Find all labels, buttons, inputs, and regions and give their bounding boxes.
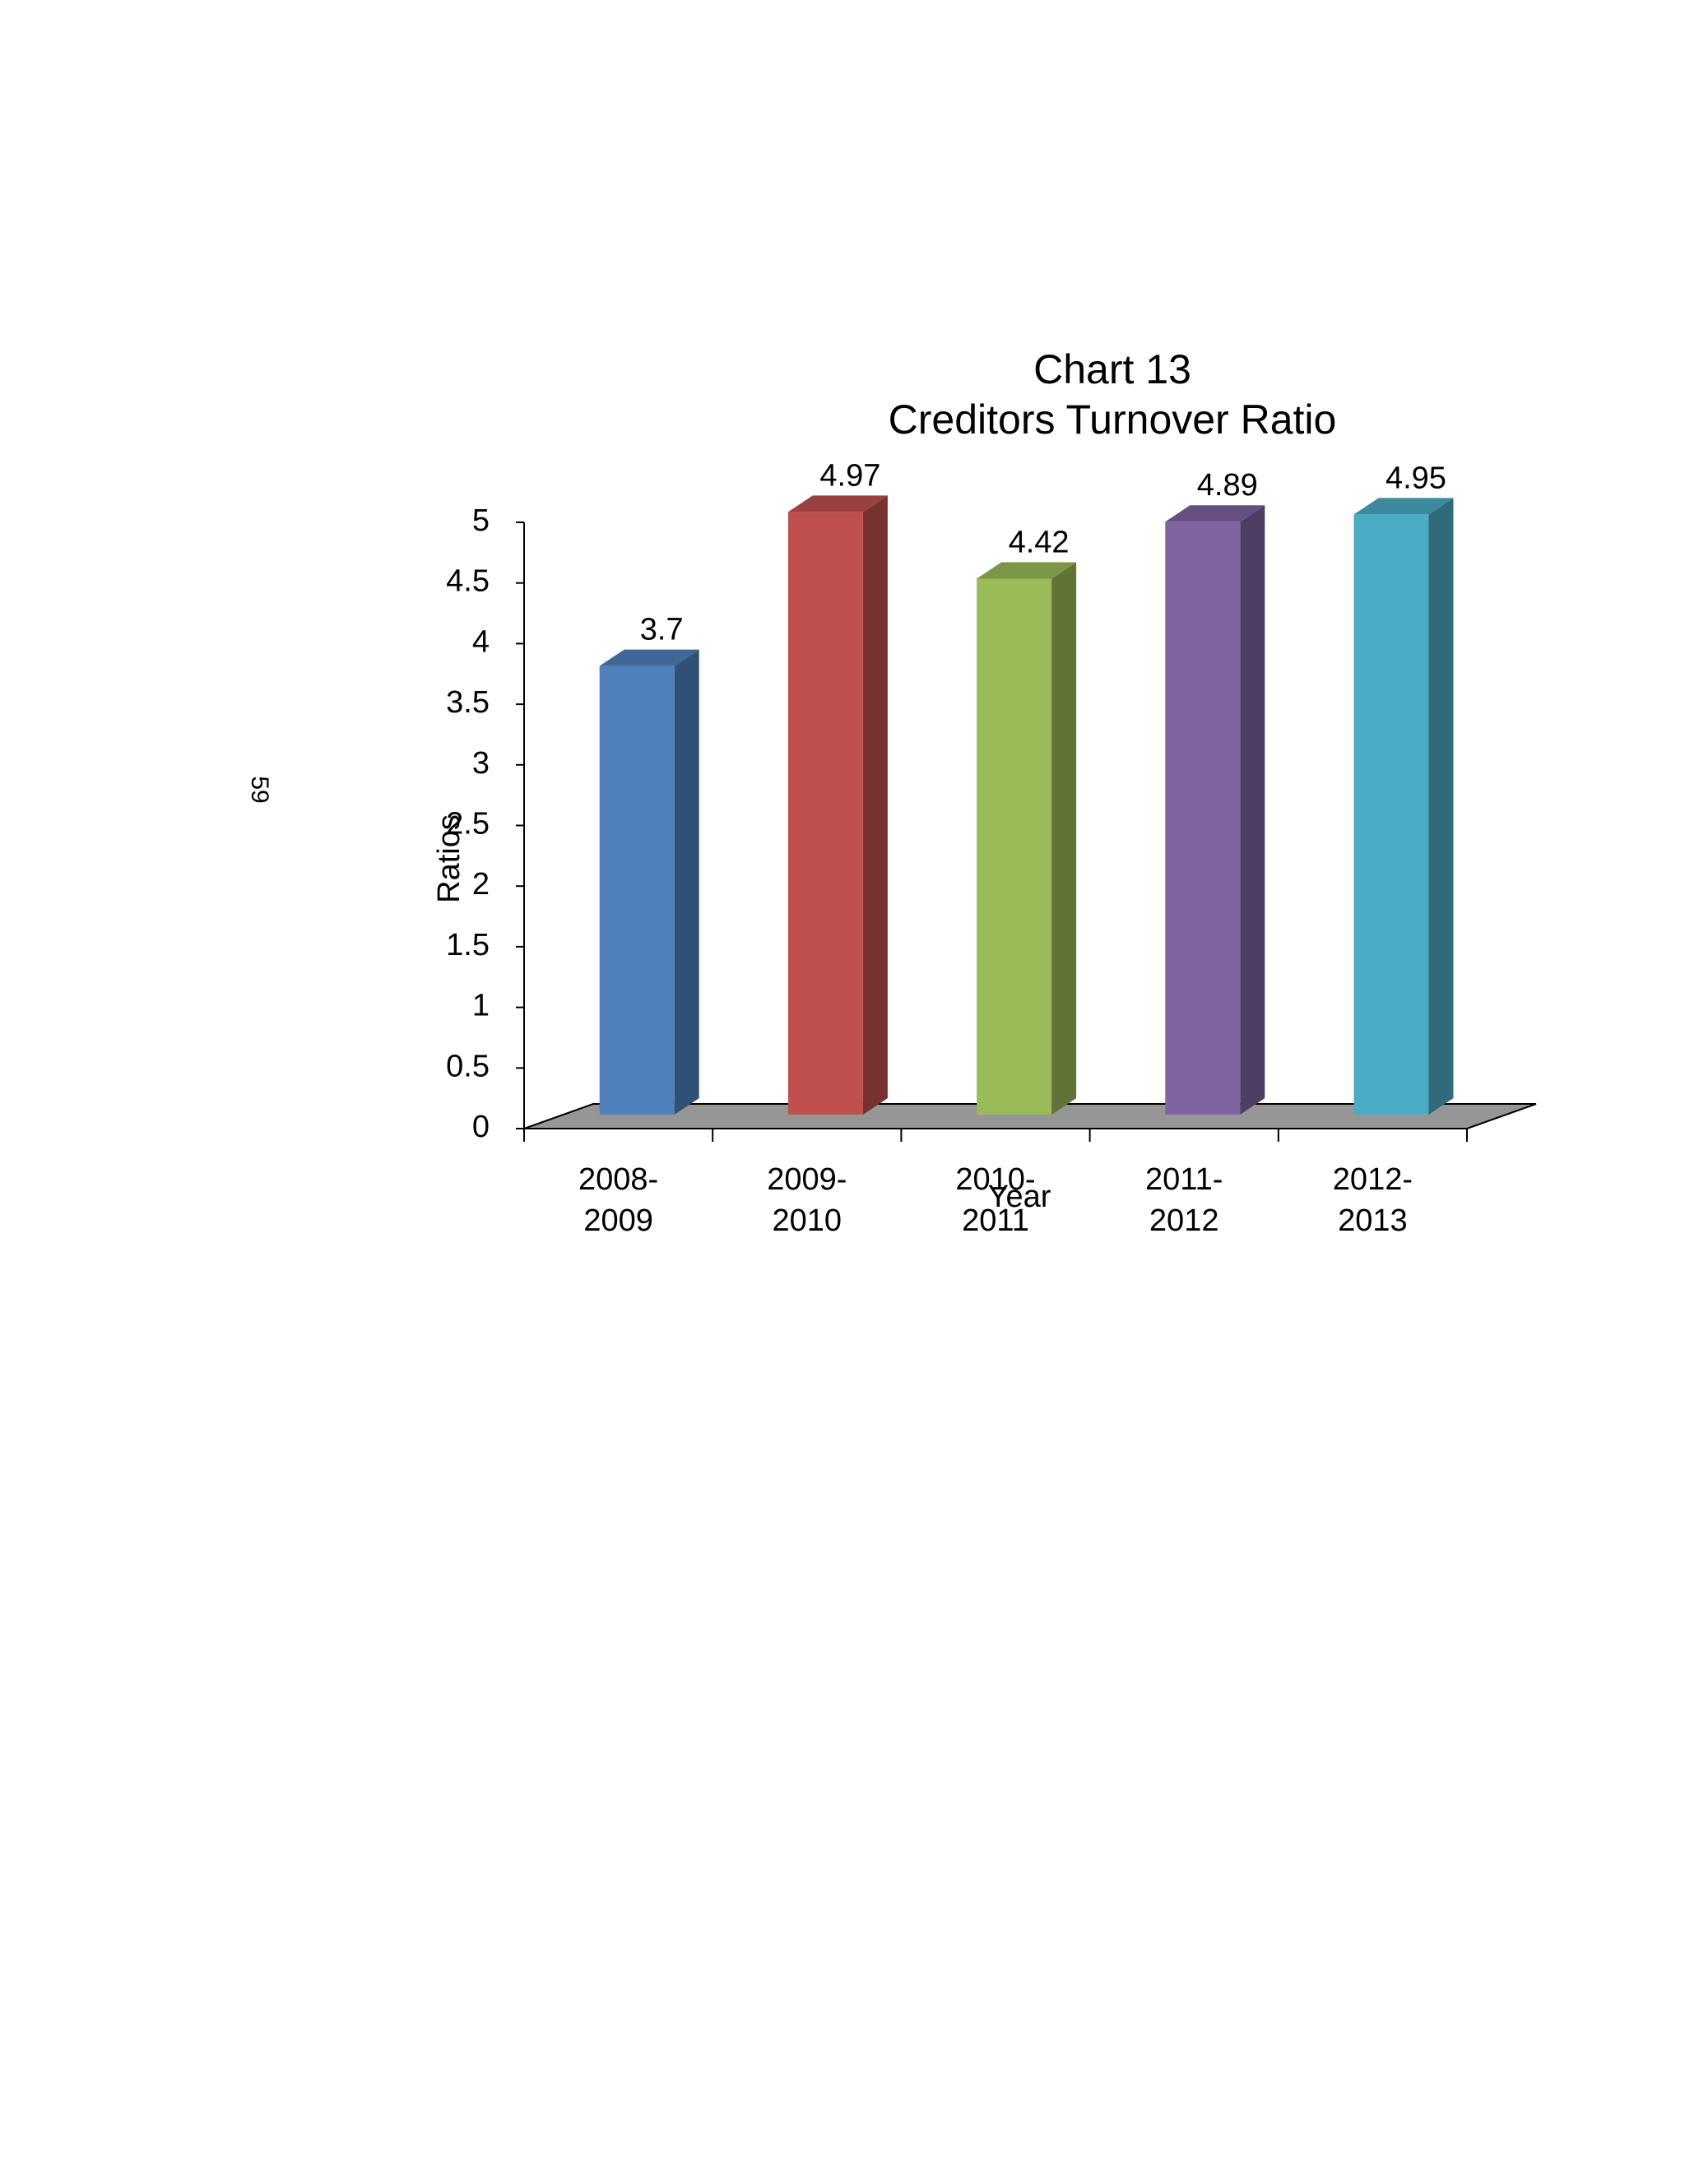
- y-tick-label: 4.5: [446, 564, 490, 599]
- bar-side: [1428, 498, 1454, 1115]
- y-tick-label: 2.5: [446, 807, 490, 842]
- y-tick-label: 2: [472, 867, 490, 902]
- bar: [599, 665, 675, 1115]
- data-label: 4.95: [1386, 461, 1446, 495]
- x-tick-label: 2010-2011: [955, 1162, 1035, 1238]
- x-tick-label: 2011-2012: [1145, 1162, 1223, 1238]
- y-tick-label: 0: [472, 1110, 490, 1144]
- bar-side: [674, 649, 699, 1115]
- bar: [1353, 514, 1429, 1115]
- y-tick-label: 5: [472, 503, 490, 538]
- x-tick-label: 2012-2013: [1333, 1162, 1413, 1238]
- x-tick-label: 2008-2009: [578, 1162, 658, 1238]
- y-tick-label: 0.5: [446, 1049, 490, 1083]
- y-tick-label: 1: [472, 989, 490, 1023]
- y-tick-label: 3.5: [446, 685, 490, 720]
- bar-top: [1353, 498, 1454, 515]
- bar-top: [599, 649, 699, 666]
- bar-side: [1051, 562, 1077, 1115]
- x-axis-label: Year: [988, 1180, 1051, 1214]
- page-number: 59: [246, 776, 273, 803]
- bar: [787, 512, 863, 1115]
- y-axis-label: Ratios: [432, 814, 467, 903]
- bar: [1165, 522, 1241, 1115]
- y-tick-label: 3: [472, 746, 490, 781]
- bar-side: [862, 495, 888, 1115]
- data-label: 4.42: [1009, 526, 1070, 560]
- data-label: 3.7: [640, 613, 684, 647]
- data-label: 4.97: [819, 458, 880, 493]
- chart-subtitle: Creditors Turnover Ratio: [889, 396, 1337, 443]
- bar: [977, 578, 1052, 1115]
- chart-title: Chart 13: [1033, 346, 1191, 392]
- x-tick-label: 2009-2010: [767, 1162, 847, 1238]
- y-tick-label: 1.5: [446, 928, 490, 962]
- bar-top: [1165, 505, 1265, 522]
- data-label: 4.89: [1197, 468, 1258, 503]
- bar-side: [1240, 505, 1265, 1115]
- bar-top: [787, 495, 888, 512]
- bar-top: [977, 562, 1077, 579]
- y-tick-label: 4: [472, 624, 490, 659]
